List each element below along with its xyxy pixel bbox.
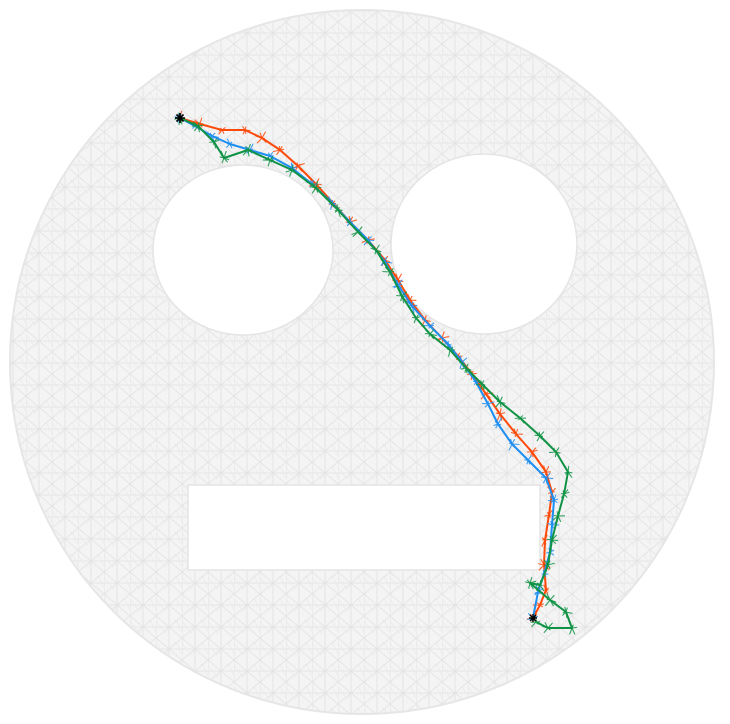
start-point-marker (175, 113, 185, 123)
end-point-marker (529, 614, 537, 622)
